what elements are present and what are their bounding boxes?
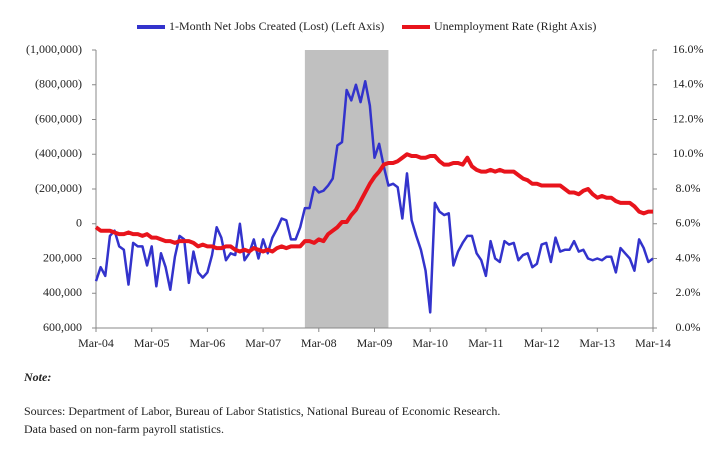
y2-tick-label: 0.0% — [676, 320, 701, 334]
sources: Data based on non-farm payroll statistic… — [24, 422, 224, 436]
x-tick-label: Mar-05 — [134, 336, 170, 350]
y-tick-label: (800,000) — [35, 77, 82, 91]
y-tick-label: 200,000 — [43, 250, 82, 264]
y-tick-label: 400,000 — [43, 285, 82, 299]
note: Note: — [23, 370, 51, 384]
series-line — [94, 152, 653, 254]
x-tick-label: Mar-09 — [357, 336, 393, 350]
y-tick-label: (1,000,000) — [26, 42, 82, 56]
y2-tick-label: 8.0% — [676, 181, 701, 195]
sources: Sources: Department of Labor, Bureau of … — [24, 404, 500, 418]
y2-tick-label: 12.0% — [673, 111, 704, 125]
y2-tick-label: 2.0% — [676, 285, 701, 299]
x-tick-label: Mar-14 — [635, 336, 671, 350]
y-tick-label: (600,000) — [35, 111, 82, 125]
y2-tick-label: 14.0% — [673, 77, 704, 91]
x-tick-label: Mar-08 — [301, 336, 337, 350]
x-tick-label: Mar-06 — [190, 336, 226, 350]
legend-label: Unemployment Rate (Right Axis) — [434, 19, 596, 33]
y-tick-label: (400,000) — [35, 146, 82, 160]
y2-tick-label: 6.0% — [676, 216, 701, 230]
y-tick-label: 600,000 — [43, 320, 82, 334]
y2-tick-label: 10.0% — [673, 146, 704, 160]
x-tick-label: Mar-07 — [245, 336, 281, 350]
y-tick-label: (200,000) — [35, 181, 82, 195]
x-tick-label: Mar-04 — [78, 336, 114, 350]
x-tick-label: Mar-10 — [412, 336, 448, 350]
x-tick-label: Mar-12 — [524, 336, 560, 350]
x-tick-label: Mar-13 — [579, 336, 615, 350]
y-tick-label: 0 — [76, 216, 82, 230]
y2-tick-label: 16.0% — [673, 42, 704, 56]
x-tick-label: Mar-11 — [468, 336, 503, 350]
y2-tick-label: 4.0% — [676, 250, 701, 264]
legend-label: 1-Month Net Jobs Created (Lost) (Left Ax… — [169, 19, 384, 33]
series-line — [94, 80, 654, 314]
